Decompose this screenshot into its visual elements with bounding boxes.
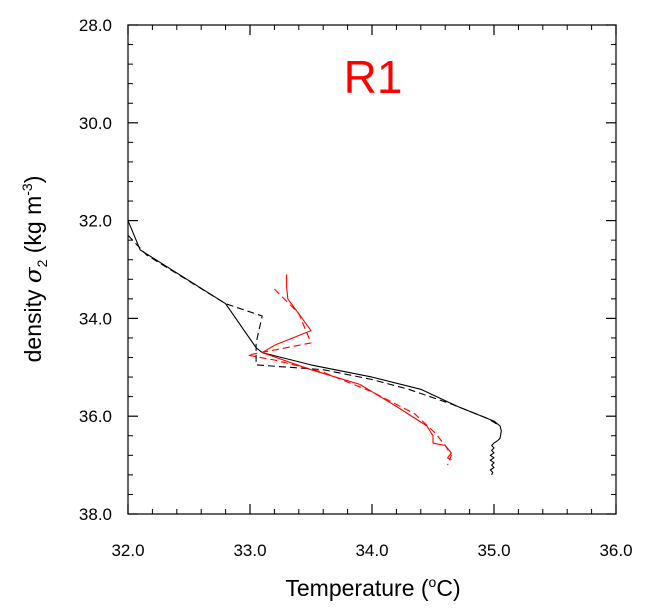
series-line-2 xyxy=(127,234,501,427)
y-tick-label: 28.0 xyxy=(79,16,112,35)
y-tick-label: 32.0 xyxy=(79,212,112,231)
x-axis-title: Temperature (oC) xyxy=(285,574,460,601)
x-axis-title-unit: C) xyxy=(436,575,460,601)
y-axis-title-sigma: σ xyxy=(21,266,47,283)
x-axis-title-main: Temperature ( xyxy=(285,575,429,601)
y-axis-title-main: density xyxy=(20,283,46,362)
y-axis-title-sub: 2 xyxy=(34,259,50,267)
series-line-4 xyxy=(247,288,452,466)
chart-title: R1 xyxy=(344,51,403,103)
x-axis-title-degree: o xyxy=(429,574,437,590)
plot-layer xyxy=(127,220,502,476)
y-tick-label: 36.0 xyxy=(79,407,112,426)
x-tick-label: 36.0 xyxy=(599,541,632,560)
y-axis-title-unit: (kg m xyxy=(20,196,46,260)
y-axis-title-exponent: -3 xyxy=(19,183,35,196)
x-tick-label: 33.0 xyxy=(233,541,266,560)
x-tick-label: 34.0 xyxy=(355,541,388,560)
y-axis-title-end: ) xyxy=(20,176,46,184)
y-tick-label: 30.0 xyxy=(79,114,112,133)
y-axis-title: density σ2 (kg m-3) xyxy=(19,176,50,363)
y-tick-label: 38.0 xyxy=(79,505,112,524)
axis-layer: 32.0 33.0 34.0 35.0 36.0 28.0 30.0 32.0 34.0 36.0… xyxy=(79,16,633,560)
x-tick-label: 35.0 xyxy=(477,541,510,560)
y-tick-label: 34.0 xyxy=(79,309,112,328)
x-tick-label: 32.0 xyxy=(111,541,144,560)
series-line-1 xyxy=(127,220,502,476)
